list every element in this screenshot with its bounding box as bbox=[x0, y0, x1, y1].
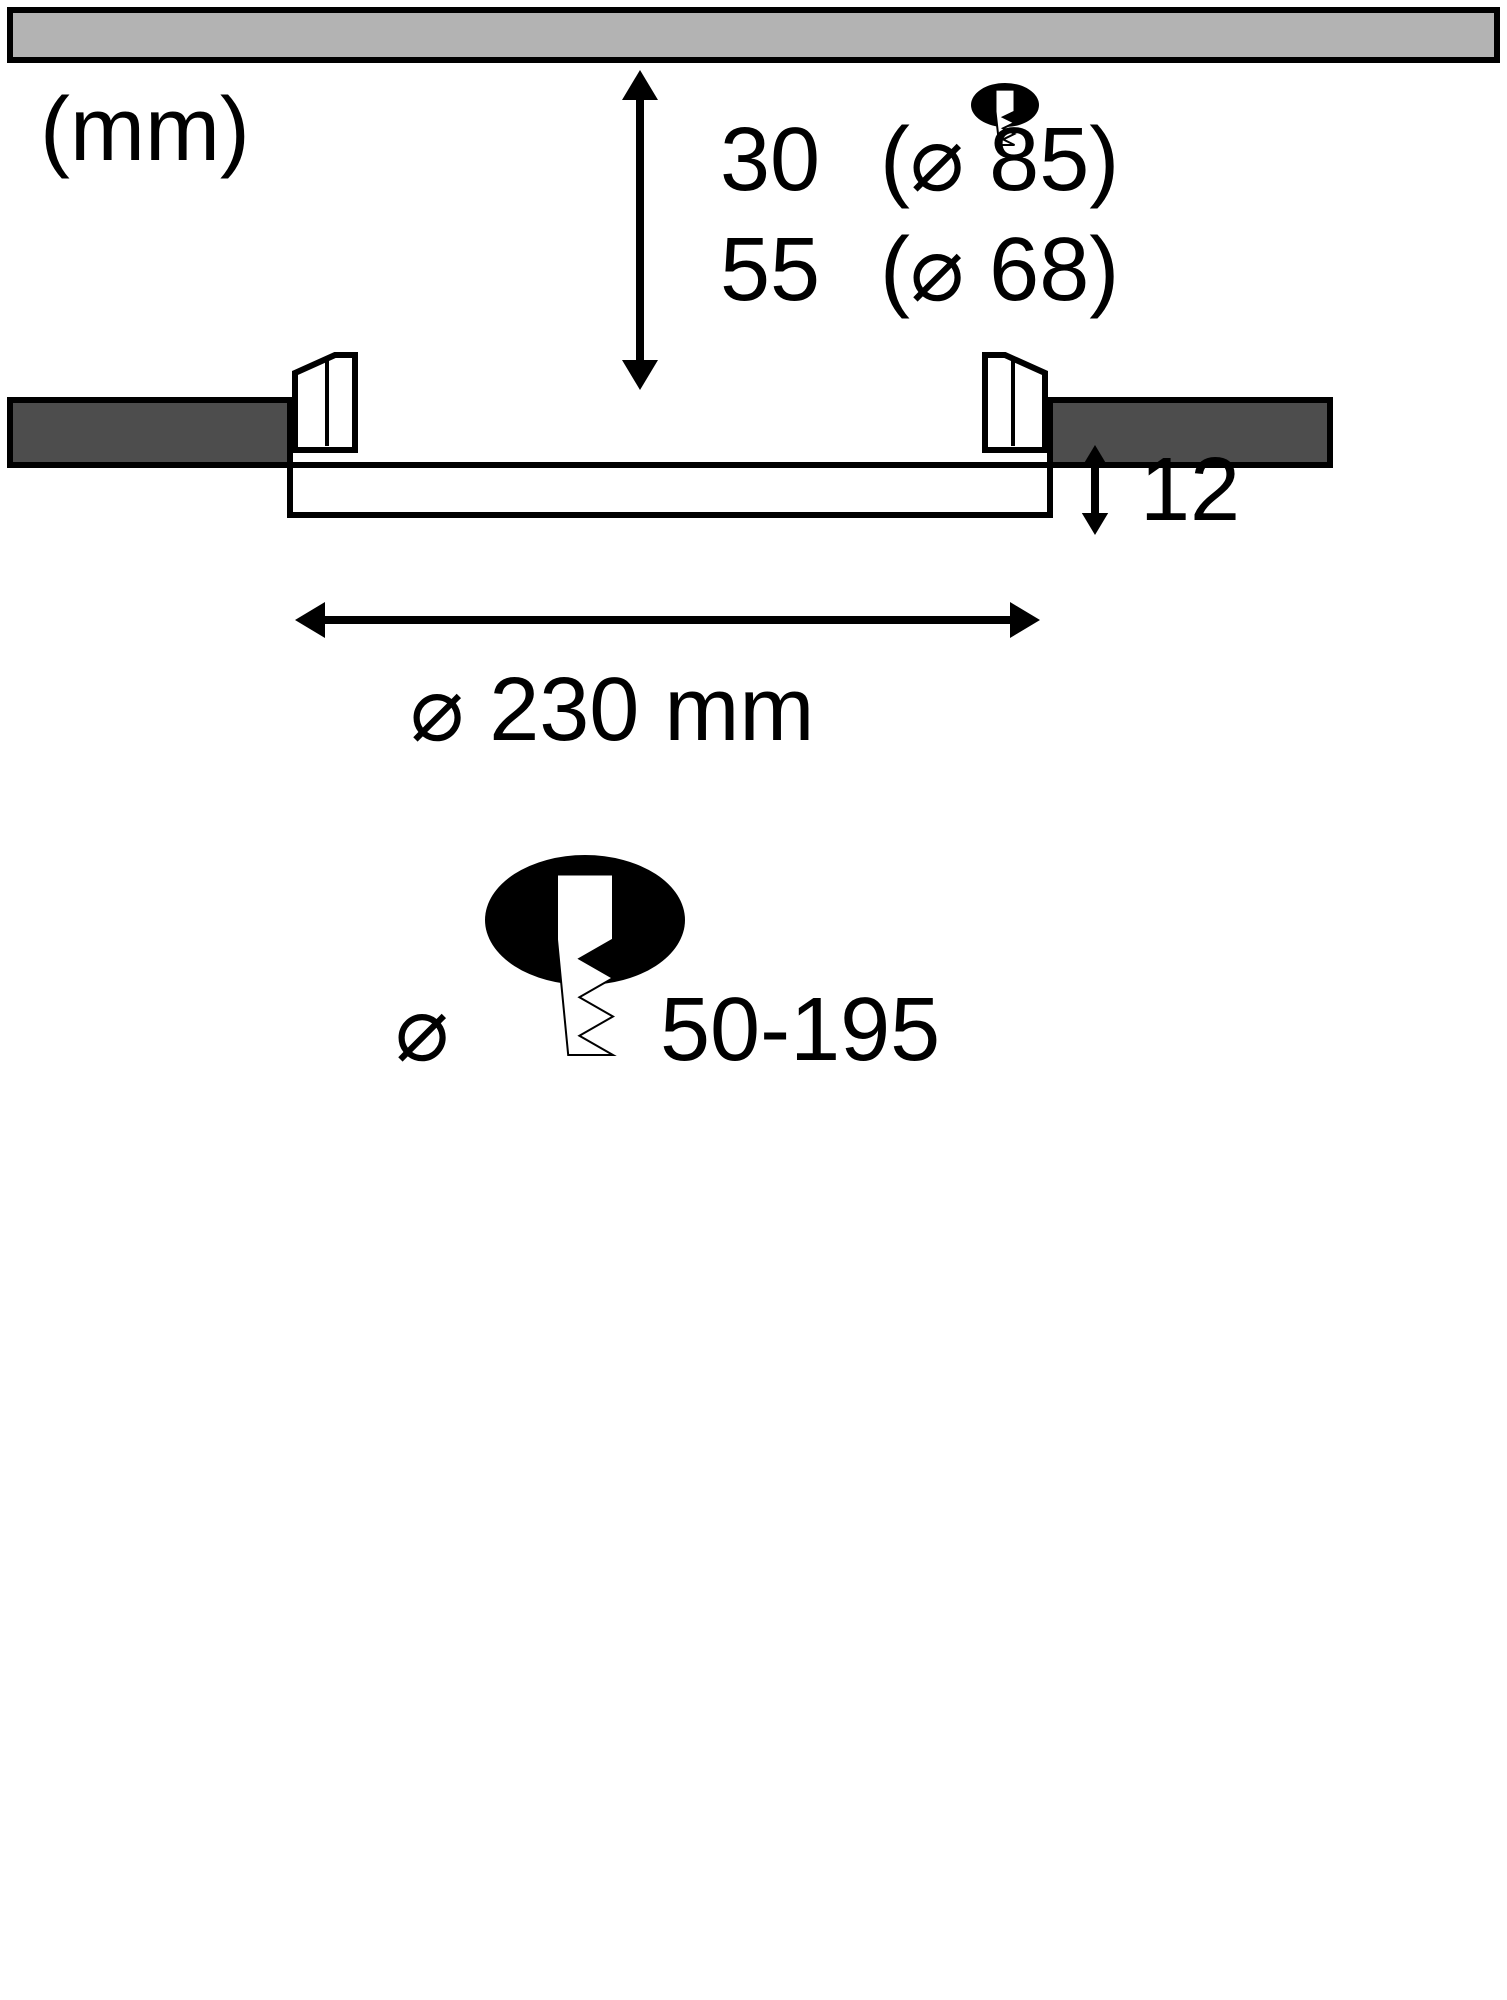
lamp-panel bbox=[290, 465, 1050, 515]
mount-left bbox=[10, 400, 290, 465]
width-label: ⌀ 230 mm bbox=[410, 660, 814, 760]
ceiling-bar bbox=[10, 10, 1497, 60]
cutout-range: 50-195 bbox=[660, 980, 940, 1080]
depth-30: 30 bbox=[720, 110, 820, 210]
unit-label: (mm) bbox=[40, 80, 250, 180]
depth-30-dia: (⌀ 85) bbox=[880, 110, 1119, 210]
depth-55-dia: (⌀ 68) bbox=[880, 220, 1119, 320]
thickness-label: 12 bbox=[1140, 440, 1240, 540]
cutout-dia-symbol: ⌀ bbox=[395, 980, 449, 1080]
depth-55: 55 bbox=[720, 220, 820, 320]
